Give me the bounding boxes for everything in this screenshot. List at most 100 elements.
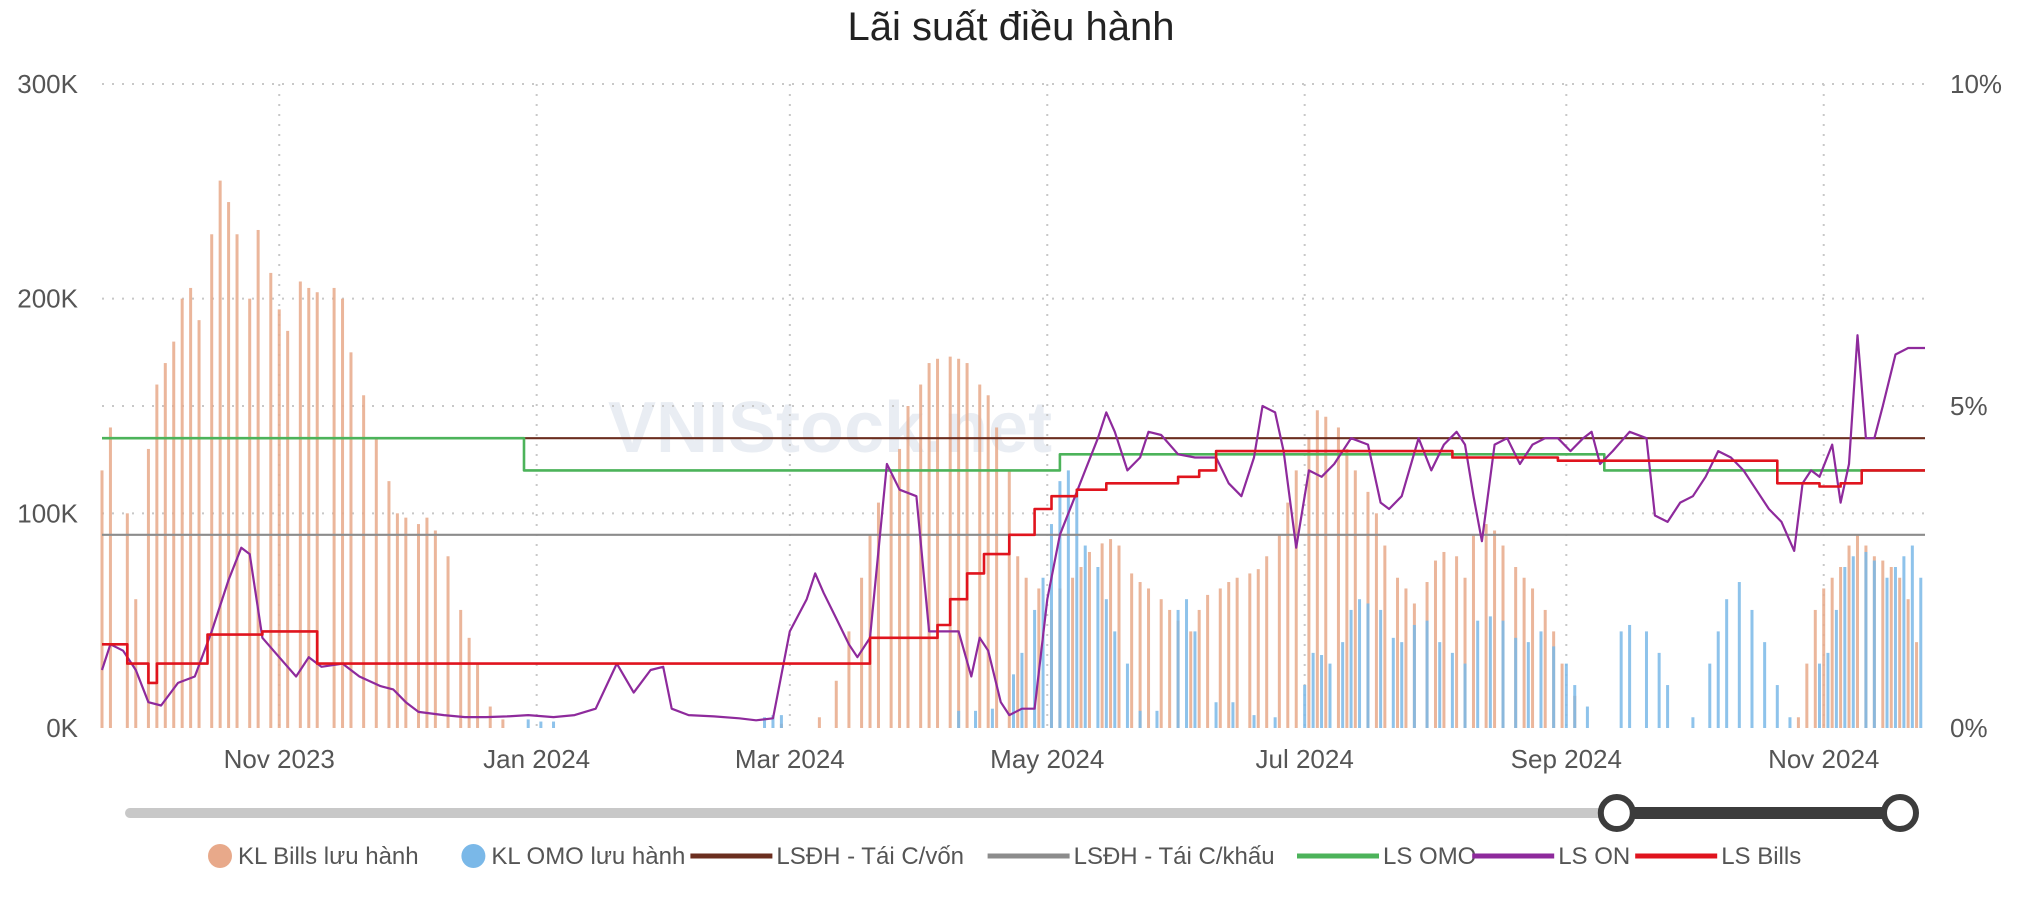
bar — [1049, 524, 1053, 728]
bar — [1855, 534, 1859, 728]
bar — [235, 234, 239, 728]
bar — [1412, 624, 1416, 728]
bar — [1324, 416, 1328, 728]
bar — [1666, 685, 1670, 728]
bar — [1277, 534, 1281, 728]
legend-marker — [208, 844, 232, 868]
bar — [108, 427, 112, 728]
bar — [1564, 663, 1568, 728]
bar — [1016, 556, 1020, 728]
bar — [218, 180, 222, 729]
bar — [248, 298, 252, 728]
bar — [1788, 717, 1792, 728]
bar — [298, 281, 302, 728]
y-tick-label-left: 0K — [46, 713, 78, 743]
bar — [374, 438, 378, 728]
bar — [1501, 620, 1505, 728]
bar — [1113, 631, 1117, 728]
bar — [526, 719, 530, 728]
bar — [341, 298, 345, 728]
bar — [277, 309, 281, 728]
y-tick-label-left: 100K — [17, 498, 78, 528]
y-tick-label-left: 300K — [17, 69, 78, 99]
bar — [1320, 655, 1324, 728]
bar — [1303, 685, 1307, 728]
bar — [817, 717, 821, 728]
bar — [446, 556, 450, 728]
bar — [919, 384, 923, 728]
range-slider[interactable] — [125, 794, 1919, 832]
bar — [1104, 599, 1108, 728]
bar — [1450, 652, 1454, 728]
bar — [404, 517, 408, 728]
bar — [197, 320, 201, 728]
bar — [425, 517, 429, 728]
bar — [1197, 609, 1201, 728]
bar — [1763, 642, 1767, 728]
slider-end-handle[interactable] — [1881, 794, 1919, 832]
bar — [467, 637, 471, 728]
bar — [1843, 567, 1847, 728]
x-tick-label: Jul 2024 — [1256, 744, 1354, 774]
bar — [1366, 603, 1370, 728]
legend-label: LSĐH - Tái C/vốn — [776, 843, 964, 870]
bar — [1851, 556, 1855, 728]
bar — [476, 663, 480, 728]
bar — [1915, 642, 1919, 728]
bar — [1425, 620, 1429, 728]
bar-series[interactable] — [100, 180, 1923, 729]
bar — [307, 287, 311, 728]
bar — [1872, 560, 1876, 728]
bar — [1906, 599, 1910, 728]
bar — [433, 530, 437, 728]
bar — [286, 330, 290, 728]
bar — [416, 524, 420, 728]
bar — [898, 448, 902, 728]
bar — [978, 384, 982, 728]
bar — [1109, 539, 1113, 728]
bar — [1526, 642, 1530, 728]
bar — [1893, 567, 1897, 728]
bar — [1058, 481, 1062, 728]
bar — [847, 631, 851, 728]
bar — [1708, 663, 1712, 728]
series-line — [102, 449, 1925, 685]
bar — [459, 609, 463, 728]
legend-label: LS ON — [1558, 843, 1630, 870]
bar — [362, 395, 366, 728]
bar — [957, 358, 961, 728]
bar — [1514, 637, 1518, 728]
bar — [1227, 582, 1231, 728]
bar — [1484, 524, 1488, 728]
legend-label: LS Bills — [1721, 843, 1801, 870]
bar — [1847, 545, 1851, 728]
bar — [1834, 609, 1838, 728]
bar — [1218, 588, 1222, 728]
bar — [1552, 646, 1556, 728]
line-series[interactable] — [100, 334, 1925, 722]
bar — [1391, 637, 1395, 728]
bar — [1138, 582, 1142, 728]
legend-label: LSĐH - Tái C/khấu — [1074, 843, 1275, 870]
bar — [834, 680, 838, 728]
bar — [1231, 702, 1235, 728]
bar — [315, 292, 319, 728]
bar — [1075, 491, 1079, 728]
bar — [1189, 631, 1193, 728]
bar — [1737, 582, 1741, 728]
legend-marker — [461, 844, 486, 868]
x-tick-label: Sep 2024 — [1511, 744, 1622, 774]
bar — [1311, 652, 1315, 728]
bar — [1396, 577, 1400, 728]
legend-label: KL Bills lưu hành — [238, 843, 419, 870]
bar — [227, 202, 231, 729]
bar — [1037, 588, 1041, 728]
slider-start-handle[interactable] — [1597, 794, 1636, 832]
x-tick-label: May 2024 — [990, 744, 1104, 774]
bar — [1358, 599, 1362, 728]
bar — [1066, 470, 1070, 728]
bar — [1438, 642, 1442, 728]
bar — [146, 448, 150, 728]
bar — [1256, 569, 1260, 728]
